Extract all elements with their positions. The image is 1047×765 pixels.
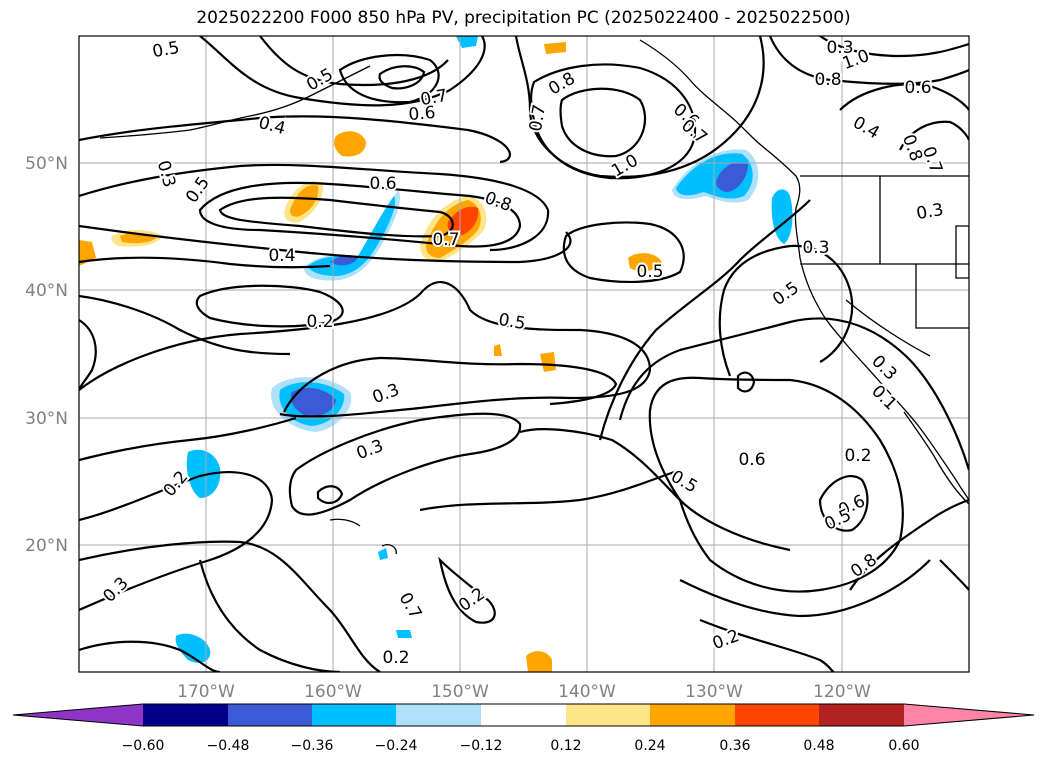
lon-tick-label: 170°W xyxy=(177,682,235,702)
colorbar-tick-label: −0.60 xyxy=(122,738,165,754)
contour-label: 0.4 xyxy=(268,246,295,266)
contour-label: 0.7 xyxy=(526,103,550,133)
colorbar-tick-label: 0.48 xyxy=(803,738,834,754)
map-frame xyxy=(78,35,970,673)
lon-tick-label: 160°W xyxy=(304,682,362,702)
colorbar-swatch xyxy=(566,704,650,726)
colorbar-swatch xyxy=(312,704,396,726)
contour-label: 0.5 xyxy=(636,262,663,282)
colorbar-tick-label: −0.24 xyxy=(375,738,418,754)
colorbar-tick-label: 0.60 xyxy=(888,738,919,754)
colorbar-tick-label: −0.36 xyxy=(291,738,334,754)
colorbar-outline xyxy=(12,703,1035,727)
lat-tick-label: 50°N xyxy=(25,154,68,174)
graticule xyxy=(79,36,969,672)
colorbar-swatch xyxy=(143,704,228,726)
lon-tick-label: 140°W xyxy=(558,682,616,702)
lat-tick-label: 30°N xyxy=(25,409,68,429)
contour-label: 0.6 xyxy=(904,78,931,98)
lon-tick-label: 130°W xyxy=(685,682,743,702)
colorbar-tick-label: 0.24 xyxy=(634,738,665,754)
colorbar-extend-min xyxy=(13,704,143,726)
colorbar-swatch xyxy=(735,704,819,726)
colorbar-swatch xyxy=(481,704,566,726)
lon-tick-label: 120°W xyxy=(813,682,871,702)
contour-label: 0.7 xyxy=(419,86,449,110)
colorbar-tick-label: −0.12 xyxy=(460,738,503,754)
contour-label: 0.2 xyxy=(306,312,333,332)
colorbar-extend-max xyxy=(904,704,1034,726)
colorbar-swatch xyxy=(396,704,481,726)
colorbar-tick-label: 0.12 xyxy=(550,738,581,754)
map-title: 2025022200 F000 850 hPa PV, precipitatio… xyxy=(196,8,851,28)
colorbar xyxy=(12,703,1035,727)
pv-contours xyxy=(79,36,969,672)
lat-tick-label: 40°N xyxy=(25,281,68,301)
contour-label: 0.3 xyxy=(915,200,945,224)
contour-label: 0.6 xyxy=(738,450,765,470)
contour-label: 0.8 xyxy=(814,70,841,90)
contour-label: 0.3 xyxy=(802,238,829,258)
lat-axis: 50°N 40°N 30°N 20°N xyxy=(25,154,68,556)
colorbar-swatch xyxy=(228,704,312,726)
contour-label: 0.6 xyxy=(369,174,396,194)
colorbar-tick-label: 0.36 xyxy=(719,738,750,754)
lon-axis: 170°W 160°W 150°W 140°W 130°W 120°W xyxy=(177,682,871,702)
colorbar-tick-label: −0.48 xyxy=(207,738,250,754)
contour-label: 0.2 xyxy=(382,648,409,668)
colorbar-swatch xyxy=(819,704,904,726)
contour-label: 0.2 xyxy=(844,446,871,466)
map-panel xyxy=(79,36,969,672)
lat-tick-label: 20°N xyxy=(25,536,68,556)
contour-label: 0.3 xyxy=(826,38,853,58)
colorbar-swatch xyxy=(650,704,735,726)
contour-label: 0.6 xyxy=(408,103,437,125)
lon-tick-label: 150°W xyxy=(431,682,489,702)
colorbar-ticks: −0.60 −0.48 −0.36 −0.24 −0.12 0.12 0.24 … xyxy=(122,738,920,754)
contour-label: 0.7 xyxy=(432,230,459,250)
coastlines xyxy=(99,39,969,555)
